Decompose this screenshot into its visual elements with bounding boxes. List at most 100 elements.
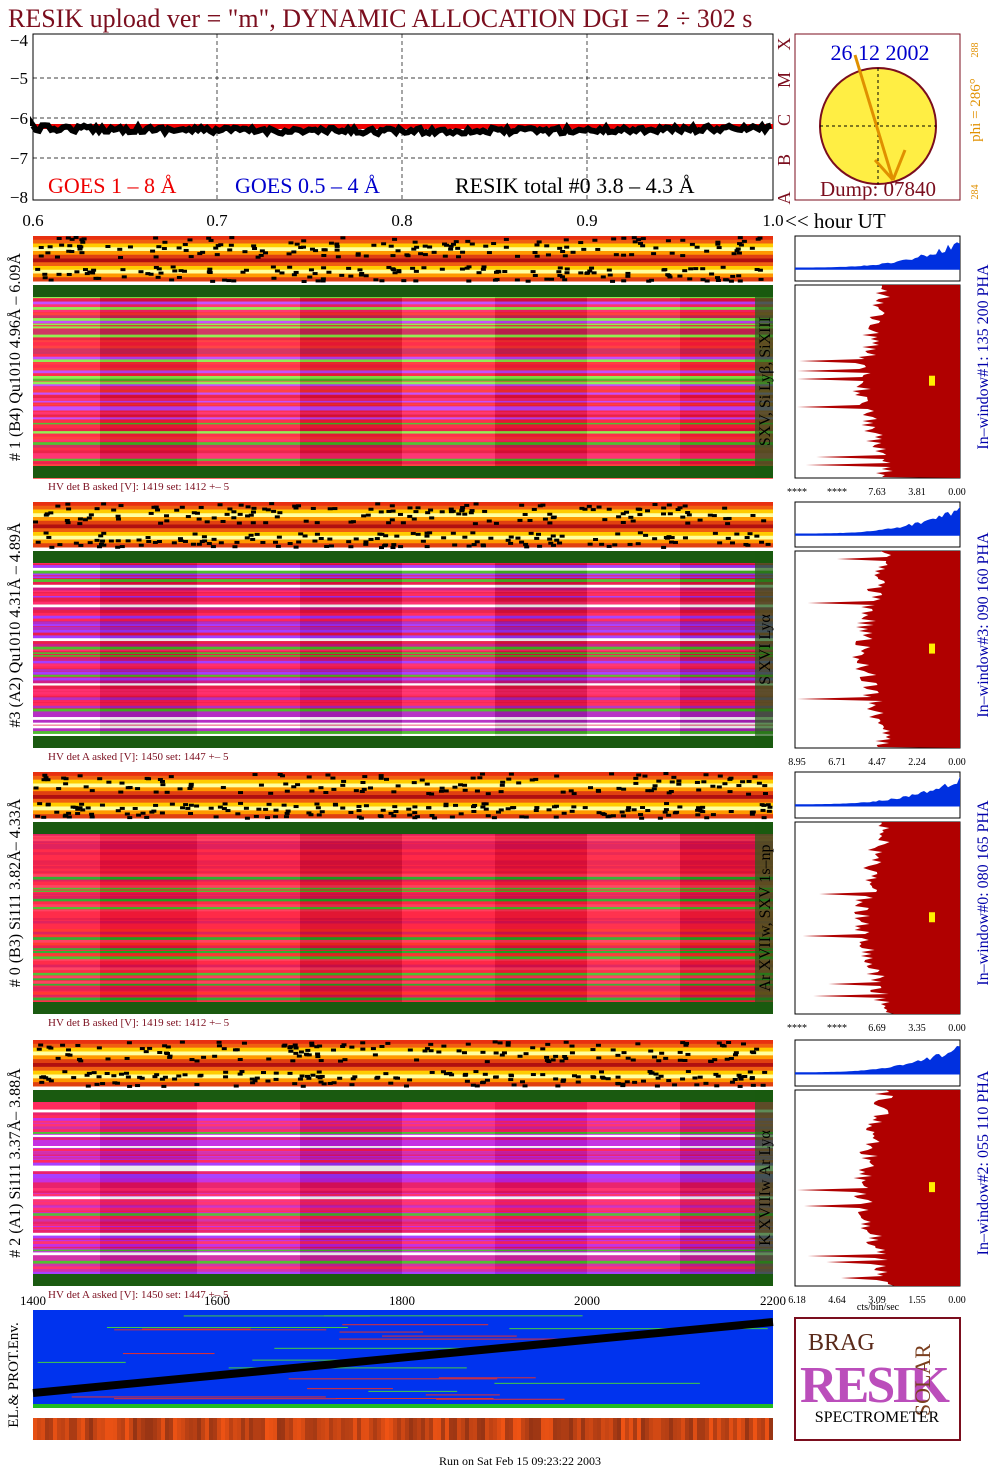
strip-noise (523, 815, 529, 819)
map-row (33, 666, 773, 669)
strip-noise (206, 270, 212, 274)
map-block (402, 822, 495, 1014)
strip-noise (238, 791, 244, 795)
strip-band (33, 1055, 773, 1060)
strip-noise (396, 270, 402, 274)
strip-band (33, 502, 773, 507)
strip-noise (442, 254, 448, 258)
strip-noise (633, 776, 639, 780)
label: **** (827, 487, 847, 498)
strip-noise (36, 1047, 42, 1051)
strip-noise (66, 272, 72, 276)
strip-noise (473, 1070, 479, 1074)
strip-noise (591, 271, 597, 275)
strip-noise (715, 1074, 721, 1078)
env-strip (609, 1418, 613, 1440)
map-row (33, 1244, 773, 1246)
map-row (33, 1255, 773, 1259)
env-strip (117, 1418, 121, 1440)
strip-noise (41, 815, 47, 819)
env-strip (157, 1418, 161, 1440)
strip-noise (279, 774, 285, 778)
strip-noise (234, 1048, 240, 1052)
map-row (33, 1266, 773, 1270)
strip-noise (298, 1050, 304, 1054)
strip-noise (602, 518, 608, 522)
env-strip (681, 1418, 685, 1440)
strip-band (33, 269, 773, 274)
strip-band (33, 779, 773, 784)
label: −8 (10, 188, 28, 207)
strip-noise (243, 268, 249, 272)
strip-noise (545, 253, 551, 257)
map-row (33, 1151, 773, 1154)
map-block (300, 285, 402, 478)
map-row (33, 986, 773, 990)
strip-noise (101, 531, 107, 535)
hist-blue (795, 776, 960, 807)
strip-noise (616, 515, 622, 519)
strip-noise (83, 785, 89, 789)
map-row (33, 641, 773, 644)
env-strip (693, 1418, 697, 1440)
strip-noise (443, 804, 449, 808)
env-strip (309, 1418, 313, 1440)
label: SXV, Si Lyβ, SiXIII (757, 317, 774, 446)
strip-noise (132, 806, 138, 810)
strip-noise (33, 520, 39, 524)
map-row (33, 610, 773, 614)
label: RESIK total #0 3.8 – 4.3 Å (455, 173, 695, 198)
map-row (33, 655, 773, 657)
strip-noise (648, 789, 654, 793)
strip-noise (596, 789, 602, 793)
label: phi = 286° (968, 78, 984, 142)
strip-noise (456, 1049, 462, 1053)
strip-noise (424, 545, 430, 549)
strip-noise (393, 810, 399, 814)
map-block (680, 1090, 755, 1286)
strip-noise (453, 240, 459, 244)
strip-noise (65, 1048, 71, 1052)
strip-noise (127, 816, 133, 820)
strip-noise (196, 542, 202, 546)
map-block (197, 285, 300, 478)
strip-noise (474, 789, 480, 793)
strip-noise (412, 816, 418, 820)
strip-noise (35, 540, 41, 544)
strip-noise (293, 1051, 299, 1055)
map-row (33, 618, 773, 621)
env-strip (333, 1418, 337, 1440)
strip-noise (314, 532, 320, 536)
env-strip (233, 1418, 237, 1440)
map-row (33, 607, 773, 610)
map-block (33, 822, 100, 1014)
strip-noise (662, 268, 668, 272)
strip-noise (385, 1041, 391, 1045)
label: BRAG (808, 1330, 875, 1356)
env-strip (41, 1418, 45, 1440)
strip-noise (620, 1082, 626, 1086)
strip-noise (456, 512, 462, 516)
strip-noise (460, 506, 466, 510)
env-strip (529, 1418, 533, 1440)
strip-noise (527, 518, 533, 522)
strip-noise (187, 786, 193, 790)
strip-noise (243, 806, 249, 810)
strip-noise (471, 543, 477, 547)
strip-noise (413, 269, 419, 273)
label: A (774, 192, 794, 205)
strip-noise (554, 774, 560, 778)
strip-noise (389, 518, 395, 522)
strip-band (33, 787, 773, 792)
env-strip (549, 1418, 553, 1440)
strip-noise (391, 543, 397, 547)
strip-noise (612, 543, 618, 547)
strip-noise (680, 515, 686, 519)
map-row (33, 1148, 773, 1152)
label: 26 12 2002 (831, 40, 930, 65)
env-strip (729, 1418, 733, 1440)
map-row (33, 694, 773, 697)
map-block (495, 1090, 587, 1286)
env-strip (193, 1418, 197, 1440)
map-row (33, 1132, 773, 1134)
